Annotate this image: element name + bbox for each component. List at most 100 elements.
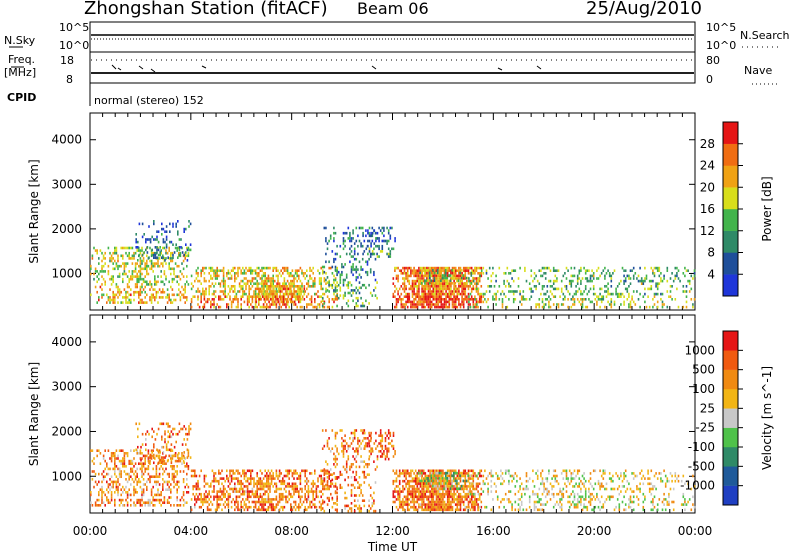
heatmap-cell <box>426 285 428 288</box>
heatmap-cell <box>173 478 175 481</box>
heatmap-cell <box>591 274 593 278</box>
frequency-dropouts <box>111 64 542 73</box>
heatmap-cell <box>328 260 330 264</box>
heatmap-cell <box>115 283 118 286</box>
heatmap-cell <box>331 429 334 432</box>
heatmap-cell <box>156 448 158 452</box>
heatmap-cell <box>202 498 204 501</box>
heatmap-cell <box>168 480 170 484</box>
heatmap-cell <box>101 259 103 263</box>
heatmap-cell <box>392 479 395 483</box>
heatmap-cell <box>567 290 569 293</box>
y-tick-label: 4000 <box>51 335 82 349</box>
heatmap-cell <box>349 234 351 238</box>
heatmap-cell <box>282 498 284 501</box>
heatmap-cell <box>310 500 313 504</box>
heatmap-cell <box>381 437 384 440</box>
heatmap-cell <box>410 490 412 493</box>
heatmap-cell <box>392 431 395 435</box>
heatmap-cell <box>370 234 372 238</box>
heatmap-cell <box>334 283 337 287</box>
heatmap-cell <box>134 491 137 494</box>
heatmap-cell <box>130 288 132 291</box>
heatmap-cell <box>379 429 382 432</box>
heatmap-cell <box>131 277 134 281</box>
heatmap-cell <box>544 292 547 296</box>
heatmap-cell <box>663 274 665 278</box>
heatmap-cell <box>208 503 210 506</box>
heatmap-cell <box>152 293 154 297</box>
heatmap-cell <box>429 305 431 309</box>
heatmap-cell <box>118 449 121 452</box>
heatmap-cell <box>424 269 427 272</box>
heatmap-cell <box>519 300 521 304</box>
heatmap-cell <box>444 274 447 277</box>
heatmap-cell <box>141 462 143 465</box>
heatmap-cell <box>265 298 267 301</box>
heatmap-cell <box>104 283 106 286</box>
heatmap-cell <box>205 300 207 304</box>
heatmap-cell <box>235 495 238 499</box>
heatmap-cell <box>413 505 415 509</box>
heatmap-cell <box>387 255 390 258</box>
heatmap-cell <box>353 437 356 440</box>
heatmap-cell <box>172 253 174 257</box>
heatmap-cell <box>422 279 425 283</box>
heatmap-cell <box>408 474 411 478</box>
heatmap-cell <box>176 264 178 268</box>
heatmap-cell <box>186 432 189 436</box>
heatmap-cell <box>435 292 438 296</box>
heatmap-cell <box>248 305 250 309</box>
heatmap-cell <box>120 301 122 304</box>
heatmap-cell <box>357 276 359 279</box>
heatmap-cell <box>454 269 457 272</box>
heatmap-cell <box>285 303 287 306</box>
heatmap-cell <box>573 303 576 306</box>
heatmap-cell <box>200 269 202 272</box>
heatmap-cell <box>183 438 185 441</box>
heatmap-cell <box>460 274 463 277</box>
heatmap-cell <box>565 285 568 288</box>
heatmap-cell <box>498 298 501 301</box>
heatmap-cell <box>436 269 439 272</box>
heatmap-cell <box>269 505 271 509</box>
heatmap-cell <box>153 256 155 259</box>
heatmap-cell <box>304 492 306 496</box>
heatmap-cell <box>142 493 145 497</box>
heatmap-cell <box>135 233 137 236</box>
heatmap-cell <box>299 495 302 499</box>
heatmap-cell <box>430 279 433 282</box>
heatmap-cell <box>213 303 215 306</box>
heatmap-cell <box>222 285 225 288</box>
heatmap-cell <box>264 469 266 473</box>
heatmap-cell <box>269 487 271 491</box>
heatmap-cell <box>264 500 266 504</box>
heatmap-cell <box>325 287 327 291</box>
heatmap-cell <box>251 300 254 304</box>
heatmap-cell <box>310 277 313 280</box>
heatmap-cell <box>387 447 390 450</box>
heatmap-cell <box>186 501 188 504</box>
heatmap-cell <box>309 303 311 306</box>
heatmap-cell <box>222 490 225 493</box>
heatmap-cell <box>302 274 305 278</box>
heatmap-cell <box>320 505 322 509</box>
heatmap-cell <box>298 269 300 272</box>
colorbar-swatch <box>723 143 738 166</box>
heatmap-cell <box>663 303 665 306</box>
heatmap-cell <box>134 290 137 294</box>
heatmap-cell <box>370 242 372 245</box>
heatmap-cell <box>91 254 94 258</box>
heatmap-cell <box>492 298 494 301</box>
heatmap-cell <box>197 303 199 306</box>
heatmap-cell <box>312 266 314 270</box>
heatmap-cell <box>226 490 228 493</box>
heatmap-cell <box>411 303 414 306</box>
heatmap-cell <box>629 277 632 280</box>
heatmap-cell <box>454 282 457 285</box>
heatmap-cell <box>406 266 409 270</box>
heatmap-cell <box>165 296 167 299</box>
heatmap-cell <box>480 274 483 278</box>
heatmap-cell <box>402 469 404 473</box>
heatmap-cell <box>155 475 158 478</box>
